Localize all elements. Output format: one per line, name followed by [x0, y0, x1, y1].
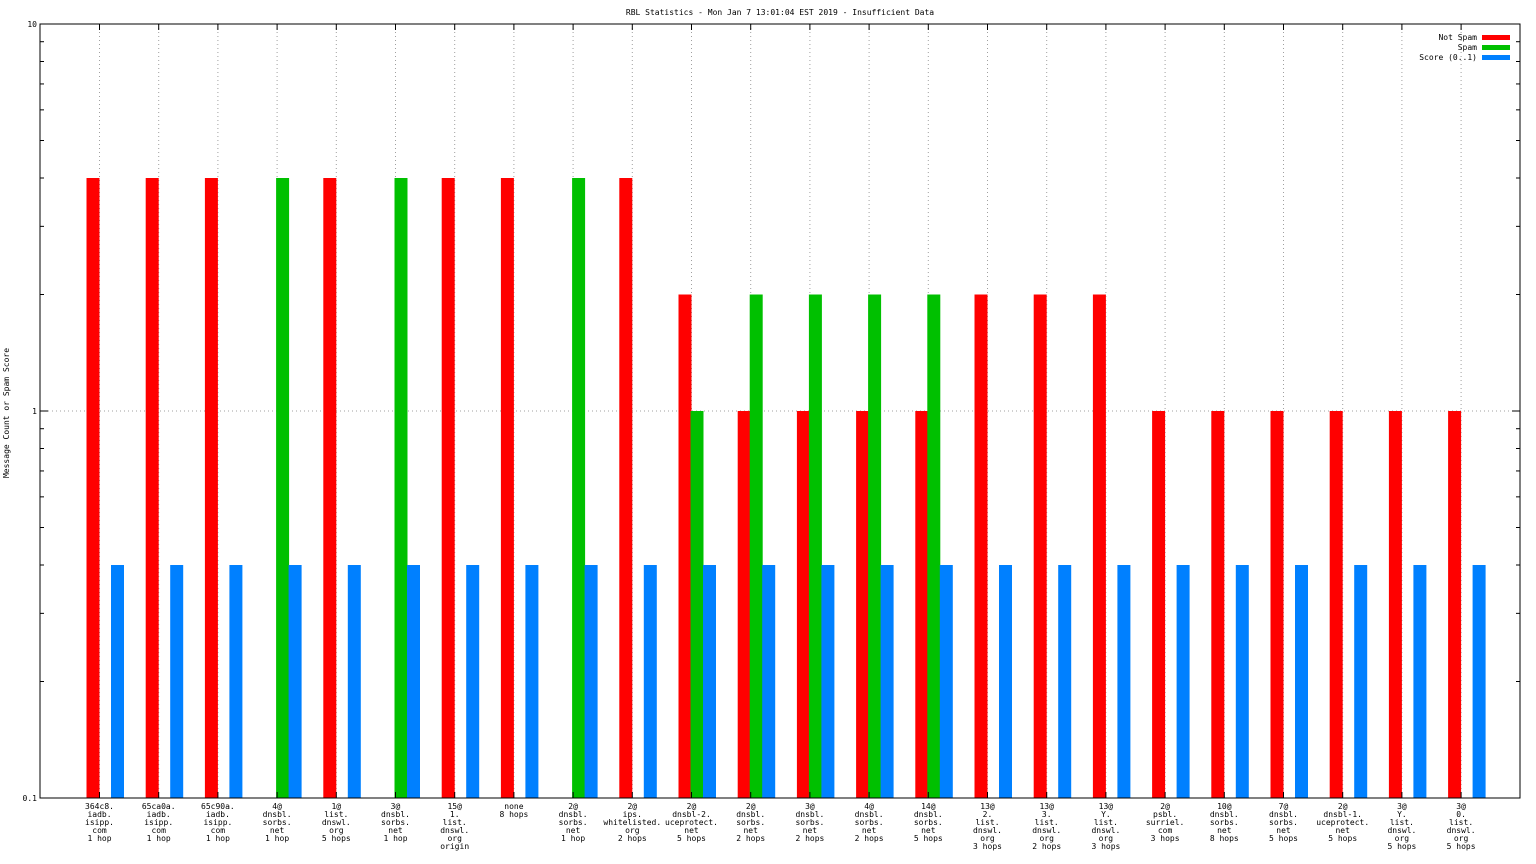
x-tick-label: 15@ 1. list. dnswl. org origin [440, 802, 469, 851]
x-tick-label: 364c8. iadb. isipp. com 1 hop [85, 802, 114, 843]
bar-not-spam [1388, 411, 1402, 798]
x-tick-label: 2@ dnsbl. sorbs. net 1 hop [559, 802, 588, 843]
bars [86, 178, 1486, 798]
bar-not-spam [441, 178, 455, 798]
y-axis-label: Message Count or Spam Score [2, 348, 11, 478]
bar-spam [749, 294, 763, 798]
bar-score-0-1 [821, 565, 835, 798]
bar-score-0-1 [762, 565, 776, 798]
bar-not-spam [737, 411, 751, 798]
bar-spam [572, 178, 586, 798]
bar-score-0-1 [999, 565, 1012, 798]
x-tick-label: 65c90a. iadb. isipp. com 1 hop [201, 802, 235, 843]
bar-score-0-1 [1413, 565, 1427, 798]
bar-not-spam [1448, 411, 1462, 798]
bar-score-0-1 [1235, 565, 1249, 798]
bar-not-spam [204, 178, 218, 798]
x-tick-label: 3@ 0. list. dnswl. org 5 hops [1447, 802, 1476, 851]
x-tick-label: 13@ 3. list. dnswl. org 2 hops [1032, 802, 1061, 851]
bar-score-0-1 [525, 565, 539, 798]
x-tick-label: 2@ dnsbl-1. uceprotect. net 5 hops [1316, 802, 1369, 843]
bar-not-spam [915, 411, 929, 798]
x-tick-label: 2@ psbl. surriel. com 3 hops [1146, 802, 1185, 843]
x-tick-label: 3@ dnsbl. sorbs. net 2 hops [795, 802, 824, 843]
bar-score-0-1 [1472, 565, 1486, 798]
bar-spam [808, 294, 822, 798]
legend-swatch [1482, 45, 1510, 50]
bar-score-0-1 [584, 565, 598, 798]
bar-spam [868, 294, 882, 798]
x-tick-label: 4@ dnsbl. sorbs. net 2 hops [855, 802, 884, 843]
bar-score-0-1 [347, 565, 361, 798]
bar-score-0-1 [1354, 565, 1368, 798]
bar-score-0-1 [170, 565, 184, 798]
x-tick-label: 14@ dnsbl. sorbs. net 5 hops [914, 802, 943, 843]
x-tick-label: 10@ dnsbl. sorbs. net 8 hops [1210, 802, 1239, 843]
y-tick-label: 10 [27, 20, 37, 29]
legend-swatch [1482, 35, 1510, 40]
bar-not-spam [323, 178, 337, 798]
bar-not-spam [1329, 411, 1343, 798]
bar-not-spam [974, 294, 988, 798]
bar-score-0-1 [939, 565, 953, 798]
bar-not-spam [500, 178, 514, 798]
bar-spam [276, 178, 290, 798]
x-tick-label: 65ca0a. iadb. isipp. com 1 hop [142, 802, 176, 843]
x-tick-label: 7@ dnsbl. sorbs. net 5 hops [1269, 802, 1298, 843]
bar-spam [394, 178, 408, 798]
x-tick-label: 13@ 2. list. dnswl. org 3 hops [973, 802, 1002, 851]
x-tick-label: 1@ list. dnswl. org 5 hops [322, 802, 351, 843]
x-tick-label: 2@ ips. whitelisted. org 2 hops [603, 802, 661, 843]
bar-not-spam [1152, 411, 1166, 798]
bar-score-0-1 [229, 565, 243, 798]
x-tick-label: 4@ dnsbl. sorbs. net 1 hop [263, 802, 292, 843]
x-tick-label: 13@ Y. list. dnswl. org 3 hops [1091, 802, 1120, 851]
bar-not-spam [678, 294, 692, 798]
bar-spam [927, 294, 941, 798]
bar-not-spam [619, 178, 633, 798]
bar-score-0-1 [407, 565, 420, 798]
legend-label: Score (0..1) [1419, 53, 1477, 62]
bar-score-0-1 [1058, 565, 1072, 798]
bar-not-spam [796, 411, 810, 798]
legend-label: Not Spam [1438, 33, 1477, 42]
bar-not-spam [1270, 411, 1284, 798]
bar-score-0-1 [880, 565, 894, 798]
axis-ticks [40, 24, 1520, 799]
x-tick-label: 3@ Y. list. dnswl. org 5 hops [1387, 802, 1416, 851]
bar-not-spam [856, 411, 870, 798]
bar-score-0-1 [643, 565, 657, 798]
bar-not-spam [86, 178, 100, 798]
x-tick-label: 2@ dnsbl. sorbs. net 2 hops [736, 802, 765, 843]
bar-score-0-1 [703, 565, 716, 798]
x-tick-label: 3@ dnsbl. sorbs. net 1 hop [381, 802, 410, 843]
x-tick-label: 2@ dnsbl-2. uceprotect. net 5 hops [665, 802, 718, 843]
bar-spam [690, 411, 704, 798]
bar-not-spam [1211, 411, 1225, 798]
bar-not-spam [1033, 294, 1047, 798]
chart-title: RBL Statistics - Mon Jan 7 13:01:04 EST … [626, 8, 934, 17]
bar-not-spam [145, 178, 159, 798]
y-tick-label: 0.1 [23, 794, 38, 803]
legend-label: Spam [1458, 43, 1477, 52]
bar-score-0-1 [1295, 565, 1308, 798]
bar-score-0-1 [1176, 565, 1190, 798]
bar-score-0-1 [1117, 565, 1131, 798]
bar-score-0-1 [288, 565, 302, 798]
x-tick-label: none 8 hops [499, 802, 528, 819]
legend-swatch [1482, 55, 1510, 60]
tick-labels: 0.1 1 10 364c8. iadb. isipp. com 1 hop 65ca0a. ia… [23, 20, 1476, 851]
bar-score-0-1 [466, 565, 480, 798]
bar-not-spam [1092, 294, 1106, 798]
bar-score-0-1 [111, 565, 124, 798]
y-tick-label: 1 [32, 407, 37, 416]
